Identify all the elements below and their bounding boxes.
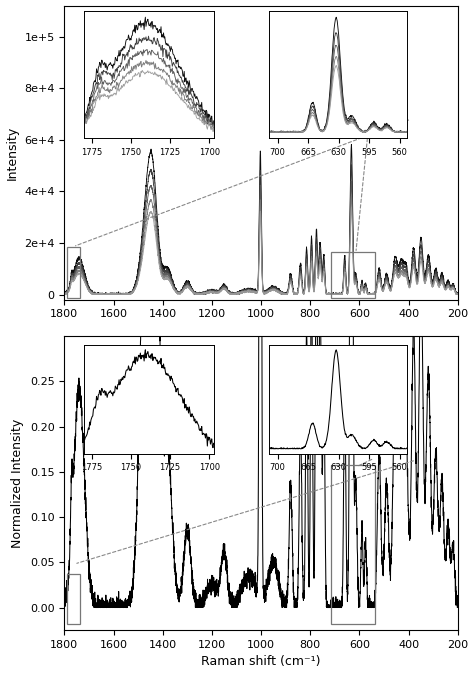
Bar [67, 247, 80, 299]
Y-axis label: Normalized Intensity: Normalized Intensity [11, 419, 24, 548]
Bar [331, 466, 375, 624]
Bar [67, 574, 80, 624]
Y-axis label: Intensity: Intensity [6, 125, 18, 180]
X-axis label: Raman shift (cm⁻¹): Raman shift (cm⁻¹) [201, 655, 321, 669]
Bar [331, 252, 375, 299]
